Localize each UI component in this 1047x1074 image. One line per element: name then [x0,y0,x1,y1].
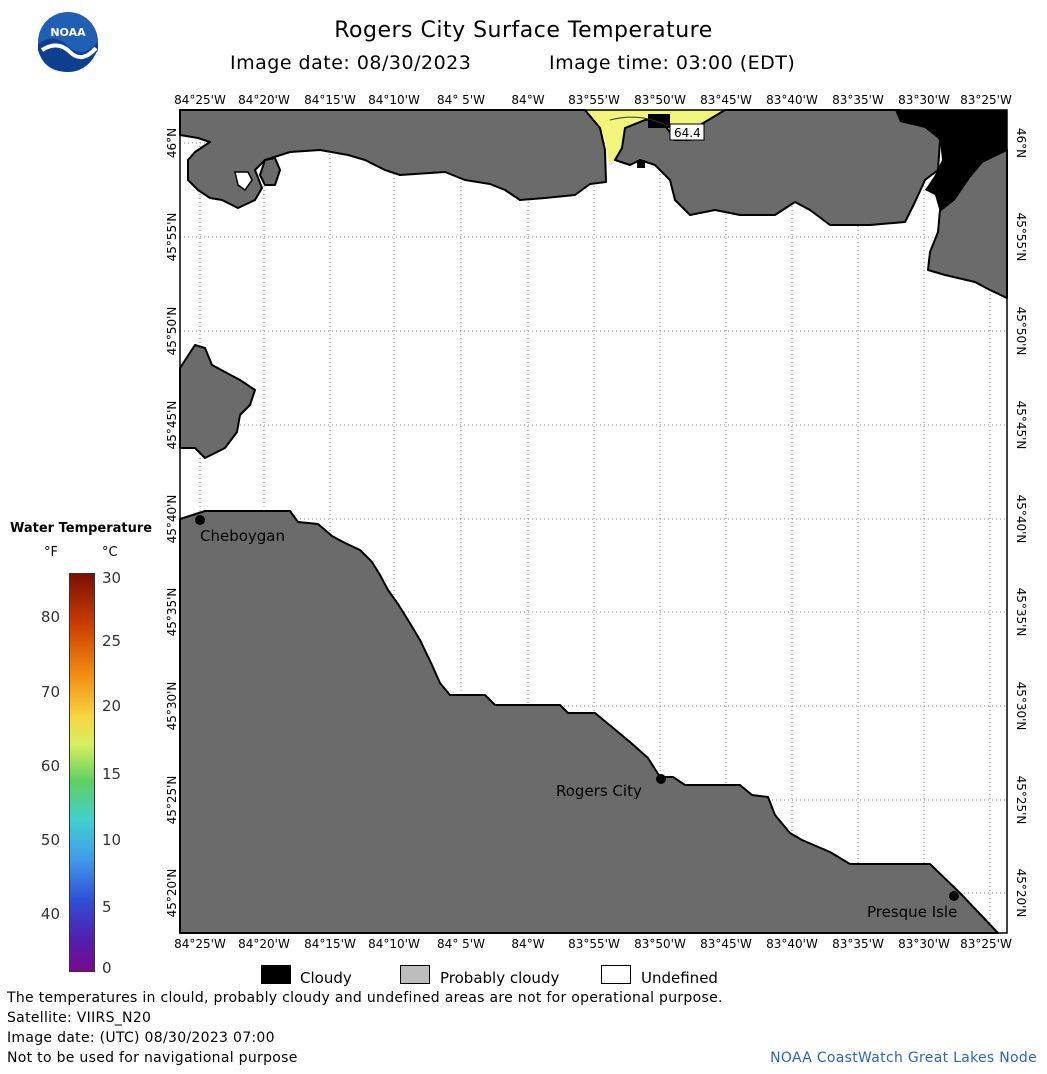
legend-f-header: °F [44,545,58,560]
city-label-presque-isle: Presque Isle [867,903,957,921]
noaa-logo-text: NOAA [50,26,86,39]
city-dot-cheboygan [195,515,205,525]
lon-label: 83°35'W [832,937,884,951]
color-scale-bar [69,573,95,972]
lat-label: 45°45'N [165,401,179,450]
temperature-marker-box [669,123,705,141]
lon-label: 83°45'W [700,93,752,107]
lon-label: 83°25'W [960,93,1012,107]
lon-label: 83°50'W [634,937,686,951]
satellite-note: Satellite: VIIRS_N20 [7,1010,152,1026]
page-title: Rogers City Surface Temperature [334,18,713,43]
lon-label: 84°15'W [304,93,356,107]
lat-label: 45°35'N [165,588,179,637]
lon-label: 84°W [511,937,544,951]
lon-label: 84° 5'W [437,937,485,951]
lon-label: 84°10'W [368,93,420,107]
lat-label: 45°35'N [1014,588,1028,637]
map-frame [179,109,1008,934]
lon-label: 83°30'W [898,937,950,951]
island [259,157,281,186]
lat-label: 45°40'N [1014,495,1028,544]
lat-label: 45°25'N [165,776,179,825]
lat-label: 45°20'N [1014,869,1028,918]
city-label-cheboygan: Cheboygan [200,527,285,545]
isotherm-line [609,116,669,127]
legend-c-tick: 0 [102,959,112,977]
legend-c-header: °C [102,545,118,560]
lat-label: 45°20'N [165,869,179,918]
legend-c-tick: 30 [102,569,122,587]
credit-text: NOAA CoastWatch Great Lakes Node [770,1050,1037,1066]
lon-label: 84°20'W [238,93,290,107]
legend-c-tick: 5 [102,898,112,916]
lat-label: 45°55'N [1014,213,1028,262]
lon-label: 83°50'W [634,93,686,107]
lat-label: 45°30'N [165,682,179,731]
latitude-labels-right: 46°N 45°55'N 45°50'N 45°45'N 45°40'N 45°… [1014,128,1028,918]
navigation-note: Not to be used for navigational purpose [7,1050,298,1066]
lon-label: 83°30'W [898,93,950,107]
lon-label: 84° 5'W [437,93,485,107]
key-probably-cloudy-swatch [400,965,430,984]
lon-label: 84°25'W [174,93,226,107]
lat-label: 45°25'N [1014,776,1028,825]
lon-label: 83°45'W [700,937,752,951]
noaa-logo: NOAA [38,12,98,72]
legend-c-tick: 10 [102,831,122,849]
lat-label: 46°N [1014,128,1028,158]
lon-label: 84°W [511,93,544,107]
lat-label: 45°30'N [1014,682,1028,731]
utc-date-note: Image date: (UTC) 08/30/2023 07:00 [7,1030,275,1046]
lon-label: 84°15'W [304,937,356,951]
lon-label: 83°25'W [960,937,1012,951]
image-date-label: Image date: 08/30/2023 [230,52,472,74]
west-island-land [179,344,256,459]
key-cloudy-label: Cloudy [300,969,352,987]
city-dot-rogers-city [656,774,666,784]
lon-label: 83°35'W [832,93,884,107]
lon-label: 83°55'W [568,93,620,107]
city-dot-presque-isle [949,891,959,901]
upper-peninsula-west-land [179,109,607,209]
city-markers: Cheboygan Rogers City Presque Isle [195,515,959,921]
key-undefined-label: Undefined [641,969,718,987]
legend-c-tick: 15 [102,765,122,783]
legend-c-tick: 25 [102,632,122,650]
legend-c-tick: 20 [102,697,122,715]
lat-label: 46°N [165,128,179,158]
legend-title: Water Temperature [10,521,153,536]
lat-label: 45°40'N [165,495,179,544]
lat-label: 45°50'N [165,307,179,356]
lat-label: 45°55'N [165,213,179,262]
lon-label: 83°55'W [568,937,620,951]
longitude-labels-bottom: 84°25'W 84°20'W 84°15'W 84°10'W 84° 5'W … [174,937,1012,951]
legend-f-tick: 60 [40,757,60,775]
key-probably-cloudy-label: Probably cloudy [440,969,560,987]
land [179,109,1008,934]
map: 64.4 84°25'W 84°20'W 84°15'W 84°10'W 84°… [165,93,1028,951]
east-edge-land [927,149,1008,299]
longitude-labels-top: 84°25'W 84°20'W 84°15'W 84°10'W 84° 5'W … [174,93,1012,107]
legend-f-tick: 50 [40,831,60,849]
legend-f-tick: 80 [40,608,60,626]
latitude-labels-left: 46°N 45°55'N 45°50'N 45°45'N 45°40'N 45°… [165,128,179,918]
key-cloudy-swatch [261,965,291,984]
disclaimer-note: The temperatures in clould, probably clo… [7,990,723,1006]
lat-label: 45°50'N [1014,307,1028,356]
lon-label: 84°20'W [238,937,290,951]
temperature-marker-value: 64.4 [674,126,701,140]
lon-label: 83°40'W [766,93,818,107]
legend-f-tick: 40 [40,905,60,923]
legend-f-tick: 70 [40,683,60,701]
lon-label: 83°40'W [766,937,818,951]
small-lake [234,171,253,192]
image-time-label: Image time: 03:00 (EDT) [549,52,796,74]
lower-peninsula-land [179,510,999,934]
key-undefined-swatch [601,965,631,984]
city-label-rogers-city: Rogers City [556,782,642,800]
lon-label: 84°25'W [174,937,226,951]
lon-label: 84°10'W [368,937,420,951]
lat-label: 45°45'N [1014,401,1028,450]
